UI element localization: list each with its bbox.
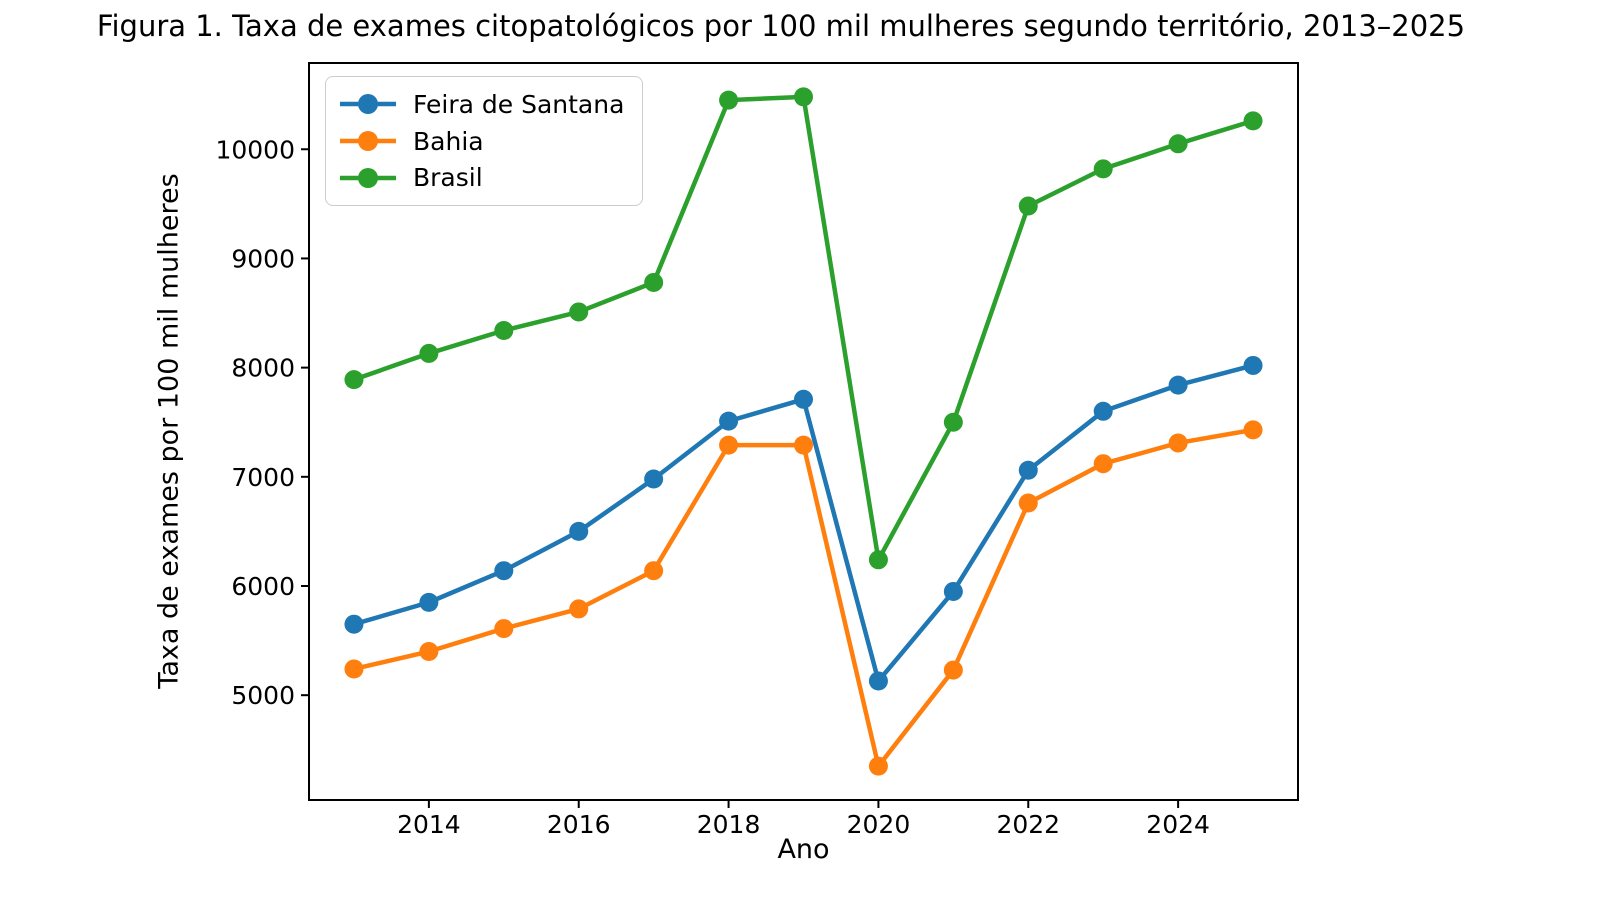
- data-point-bahia: [569, 599, 589, 619]
- data-point-feira-de-santana: [868, 671, 888, 691]
- y-tick-label: 8000: [231, 354, 295, 383]
- legend-item-feira-de-santana: Feira de Santana: [338, 86, 630, 123]
- data-point-brasil: [794, 87, 813, 107]
- data-point-bahia: [794, 435, 813, 455]
- legend-item-bahia: Bahia: [338, 123, 630, 160]
- legend-marker-brasil: [340, 167, 396, 188]
- data-point-bahia: [344, 659, 364, 679]
- data-point-brasil: [1018, 196, 1038, 216]
- data-point-feira-de-santana: [1018, 460, 1038, 480]
- data-point-bahia: [943, 660, 963, 680]
- data-point-brasil: [419, 343, 439, 363]
- x-tick-label: 2016: [547, 810, 611, 839]
- x-tick-label: 2022: [996, 810, 1060, 839]
- legend-item-brasil: Brasil: [338, 159, 630, 196]
- y-tick-label: 10000: [215, 135, 295, 164]
- plot-border: [308, 62, 1299, 801]
- legend-marker-bahia: [340, 131, 396, 151]
- data-point-brasil: [644, 272, 664, 292]
- data-point-bahia: [719, 435, 739, 455]
- data-point-bahia: [868, 756, 888, 776]
- data-point-feira-de-santana: [719, 411, 739, 431]
- data-point-feira-de-santana: [644, 469, 664, 489]
- data-point-brasil: [1168, 134, 1188, 154]
- legend-label-brasil: Brasil: [413, 163, 483, 193]
- data-point-feira-de-santana: [569, 521, 589, 541]
- x-axis-label: Ano: [777, 834, 830, 865]
- x-tick-label: 2014: [397, 810, 461, 839]
- legend-label-bahia: Bahia: [413, 126, 484, 156]
- y-tick-label: 9000: [231, 244, 295, 273]
- data-point-brasil: [943, 412, 963, 432]
- data-point-bahia: [1168, 433, 1188, 453]
- data-point-feira-de-santana: [344, 614, 364, 634]
- data-point-bahia: [1018, 493, 1038, 513]
- x-tick-label: 2024: [1146, 810, 1210, 839]
- y-tick-label: 7000: [231, 463, 295, 492]
- series-line-bahia: [351, 427, 1256, 769]
- data-point-bahia: [419, 642, 439, 662]
- data-point-brasil: [494, 321, 514, 341]
- y-tick-label: 6000: [231, 572, 295, 601]
- data-point-bahia: [1243, 420, 1263, 440]
- data-point-bahia: [1093, 454, 1113, 474]
- data-point-feira-de-santana: [1168, 375, 1188, 395]
- data-point-brasil: [344, 370, 364, 390]
- x-tick-label: 2020: [847, 810, 911, 839]
- data-point-brasil: [569, 302, 589, 322]
- chart-title: Figura 1. Taxa de exames citopatológicos…: [96, 9, 1466, 43]
- legend: Feira de Santana Bahia Brasil: [325, 76, 643, 206]
- legend-label-feira-de-santana: Feira de Santana: [413, 89, 625, 119]
- data-point-feira-de-santana: [419, 592, 439, 612]
- data-point-brasil: [1093, 159, 1113, 179]
- data-point-brasil: [719, 90, 739, 110]
- legend-marker-feira-de-santana: [340, 94, 396, 115]
- data-point-brasil: [868, 550, 888, 570]
- data-point-feira-de-santana: [1243, 355, 1263, 375]
- data-point-bahia: [494, 619, 514, 639]
- x-tick-label: 2018: [697, 810, 761, 839]
- data-point-brasil: [1243, 111, 1263, 131]
- data-point-bahia: [644, 561, 664, 581]
- data-point-feira-de-santana: [794, 389, 813, 409]
- data-point-feira-de-santana: [494, 561, 514, 581]
- data-point-feira-de-santana: [943, 581, 963, 601]
- data-point-feira-de-santana: [1093, 401, 1113, 421]
- y-tick-label: 5000: [231, 681, 295, 710]
